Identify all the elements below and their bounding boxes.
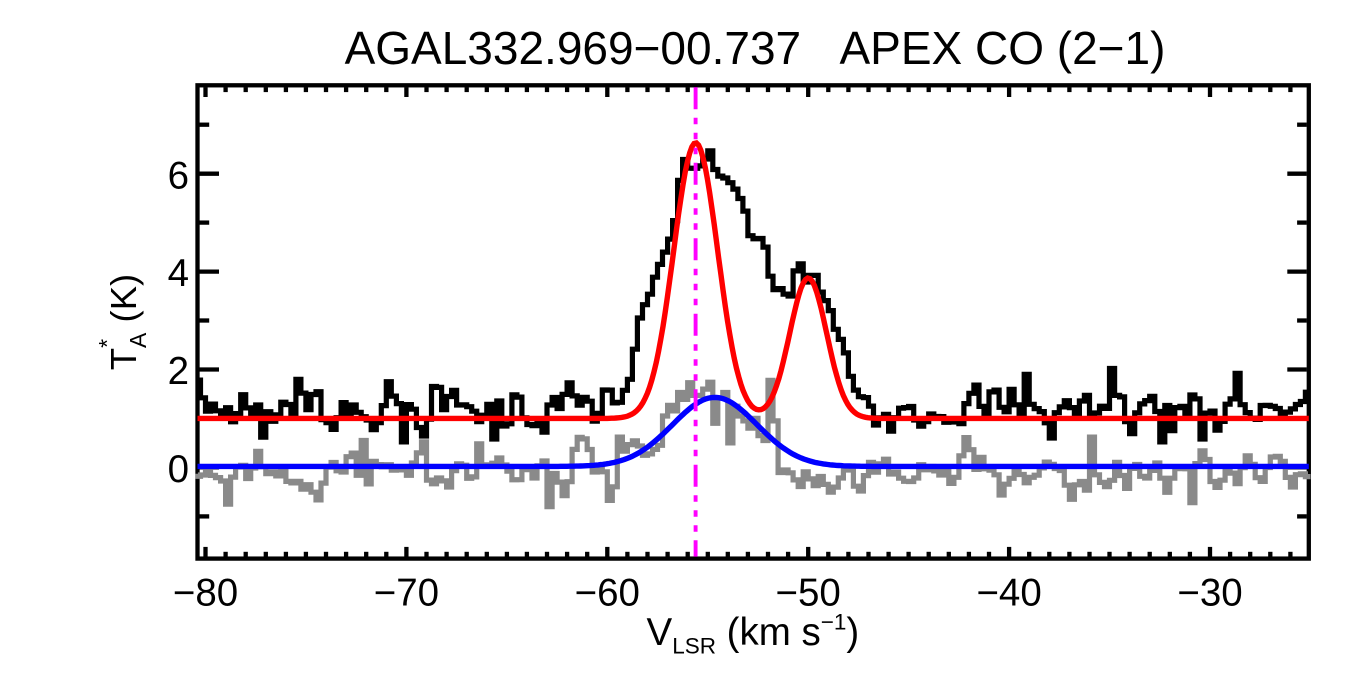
svg-text:2: 2 bbox=[168, 350, 189, 393]
svg-text:−80: −80 bbox=[173, 571, 238, 614]
svg-text:−50: −50 bbox=[776, 571, 841, 614]
svg-text:AGAL332.969−00.737 APEX CO (: AGAL332.969−00.737 APEX CO (2−1) bbox=[345, 22, 1166, 74]
svg-text:−70: −70 bbox=[374, 571, 439, 614]
svg-text:4: 4 bbox=[168, 252, 189, 295]
svg-text:6: 6 bbox=[168, 154, 189, 197]
svg-text:−30: −30 bbox=[1177, 571, 1242, 614]
svg-text:0: 0 bbox=[168, 448, 189, 491]
svg-text:T*A (K): T* A (K) bbox=[94, 274, 151, 370]
svg-text:−60: −60 bbox=[575, 571, 640, 614]
svg-text:−40: −40 bbox=[976, 571, 1041, 614]
svg-text:VLSR (km s−1): VLSR (km s−1) bbox=[647, 610, 860, 659]
